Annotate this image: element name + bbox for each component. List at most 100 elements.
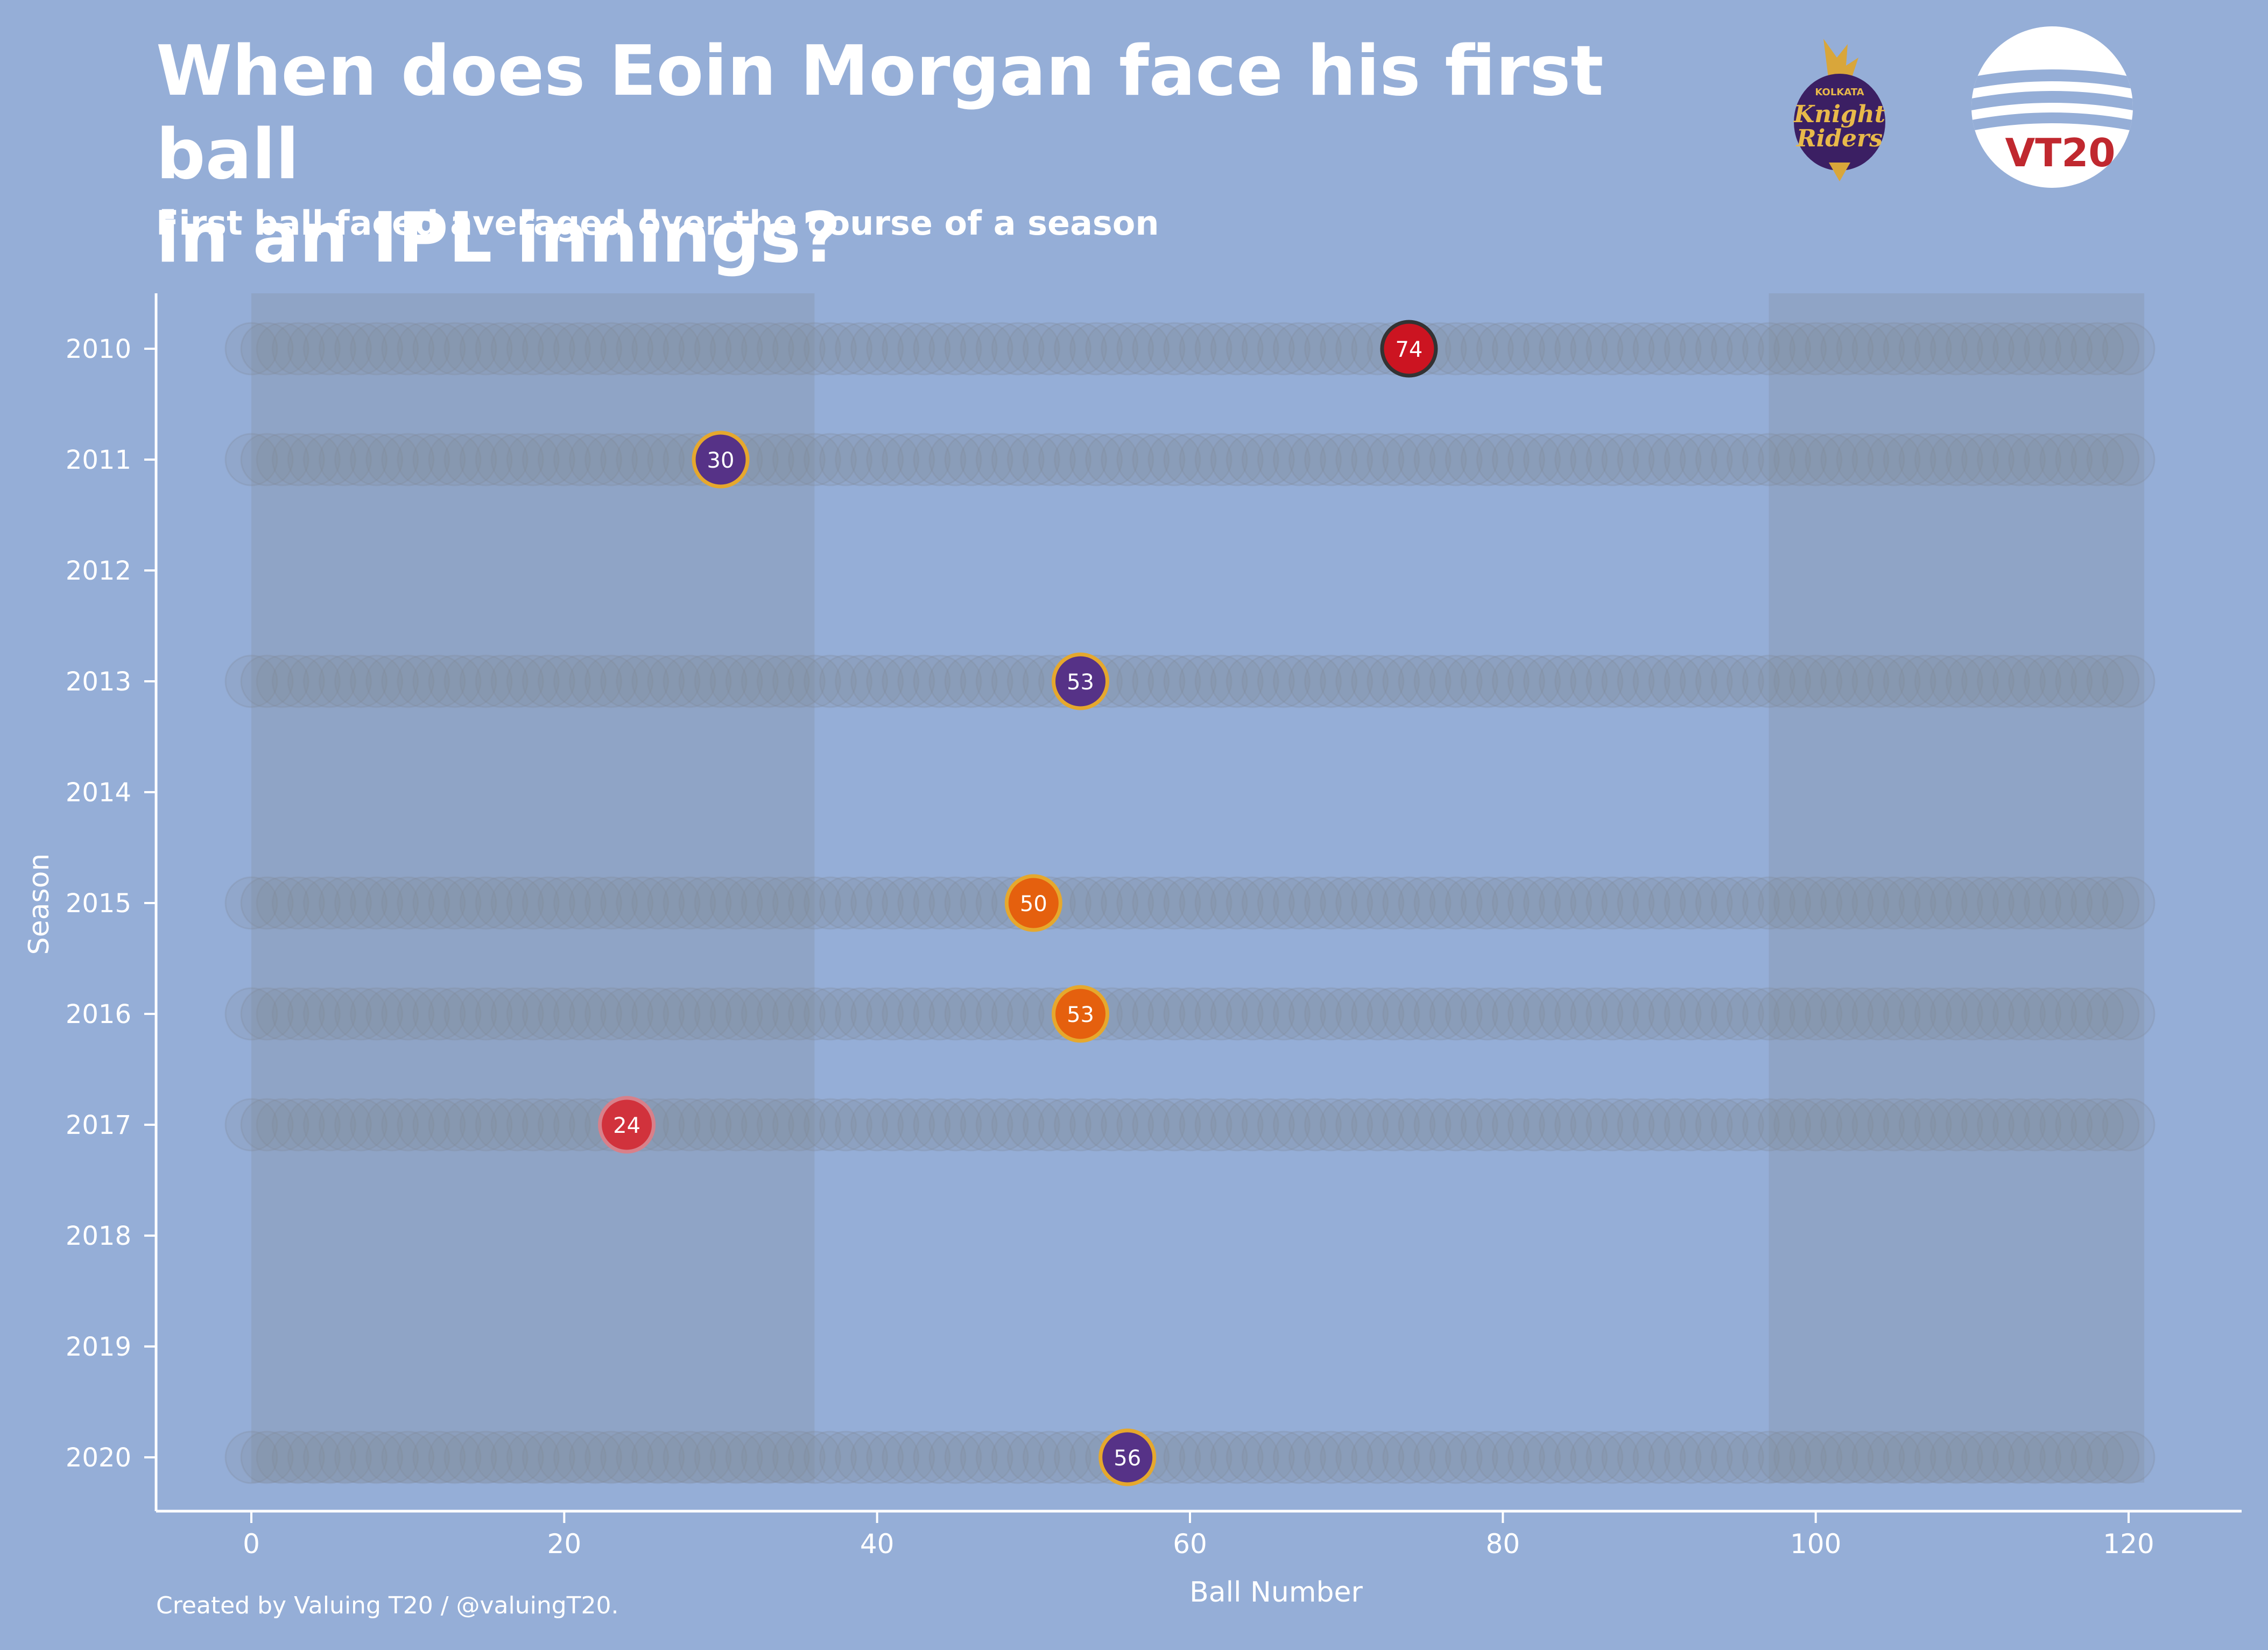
- track-ball: [1758, 654, 1812, 708]
- track-ball: [443, 1098, 497, 1152]
- track-ball: [1601, 654, 1655, 708]
- track-ball: [2070, 987, 2124, 1041]
- track-ball: [2102, 433, 2156, 486]
- track-ball: [428, 876, 482, 930]
- track-ball: [334, 876, 388, 930]
- track-ball: [1132, 322, 1186, 376]
- track-ball: [850, 322, 904, 376]
- track-ball: [318, 654, 372, 708]
- track-ball: [381, 654, 435, 708]
- track-ball: [1445, 322, 1498, 376]
- title-line-1: When does Eoin Morgan face his first bal…: [156, 31, 1604, 195]
- track-ball: [1992, 654, 2046, 708]
- point-label: 56: [1114, 1446, 1141, 1471]
- track-ball: [2086, 1430, 2140, 1484]
- track-ball: [772, 322, 826, 376]
- track-ball: [1351, 433, 1405, 486]
- track-ball: [1898, 433, 1952, 486]
- point-label: 30: [707, 448, 735, 473]
- track-ball: [365, 876, 419, 930]
- track-ball: [616, 322, 670, 376]
- track-ball: [1586, 1098, 1639, 1152]
- track-ball: [302, 987, 356, 1041]
- point-marker: [1052, 652, 1110, 710]
- track-ball: [1679, 1430, 1733, 1484]
- track-ball: [1257, 654, 1311, 708]
- track-ball: [1445, 1098, 1498, 1152]
- track-ball: [1914, 987, 1968, 1041]
- data-point-2015: 50: [1004, 874, 1062, 932]
- track-ball: [350, 1430, 404, 1484]
- track-ball: [1883, 322, 1936, 376]
- track-ball: [318, 987, 372, 1041]
- y-tick-label: 2011: [66, 445, 131, 475]
- track-ball: [1351, 1430, 1405, 1484]
- track-ball: [1085, 1098, 1139, 1152]
- track-ball: [913, 1430, 967, 1484]
- track-ball: [1742, 322, 1795, 376]
- track-ball: [584, 876, 638, 930]
- track-ball: [1945, 322, 1999, 376]
- track-ball: [1367, 876, 1420, 930]
- track-ball: [1851, 322, 1905, 376]
- track-ball: [1132, 987, 1186, 1041]
- track-ball: [1773, 433, 1827, 486]
- track-ball: [600, 433, 654, 486]
- point-marker: [1052, 985, 1110, 1043]
- track-ball: [271, 654, 325, 708]
- track-ball: [1382, 1430, 1436, 1484]
- track-ball: [1789, 654, 1843, 708]
- track-ball: [537, 1098, 591, 1152]
- footer-credit: Created by Valuing T20 / @valuingT20.: [156, 1592, 619, 1619]
- track-ball: [412, 876, 466, 930]
- track-ball: [2039, 1430, 2093, 1484]
- track-ball: [1320, 433, 1374, 486]
- track-ball: [1038, 1098, 1091, 1152]
- track-ball: [412, 1098, 466, 1152]
- track-ball: [1006, 322, 1060, 376]
- track-ball: [616, 987, 670, 1041]
- track-ball: [506, 1430, 560, 1484]
- track-ball: [1398, 433, 1452, 486]
- track-ball: [443, 987, 497, 1041]
- track-ball: [991, 654, 1045, 708]
- track-ball: [772, 876, 826, 930]
- track-ball: [1320, 1430, 1374, 1484]
- track-ball: [568, 987, 622, 1041]
- track-ball: [1820, 1098, 1874, 1152]
- track-ball: [1398, 654, 1452, 708]
- track-ball: [334, 322, 388, 376]
- track-ball: [2086, 654, 2140, 708]
- track-ball: [835, 322, 889, 376]
- track-ball: [819, 987, 873, 1041]
- track-ball: [1554, 654, 1608, 708]
- track-ball: [944, 1098, 998, 1152]
- track-ball: [2039, 987, 2093, 1041]
- track-ball: [991, 1430, 1045, 1484]
- track-ball: [1257, 1430, 1311, 1484]
- track-ball: [1445, 433, 1498, 486]
- track-ball: [459, 1098, 513, 1152]
- track-ball: [1507, 433, 1561, 486]
- track-ball: [412, 654, 466, 708]
- track-ball: [334, 1098, 388, 1152]
- track-ball: [1726, 1430, 1780, 1484]
- point-label: 50: [1020, 892, 1047, 916]
- x-tick-label: 20: [547, 1528, 582, 1560]
- kkr-logo-text-2: Riders: [1795, 125, 1883, 152]
- track-ball: [1288, 654, 1342, 708]
- track-ball: [944, 654, 998, 708]
- track-ball: [1257, 876, 1311, 930]
- track-ball: [1460, 876, 1514, 930]
- track-ball: [1101, 322, 1154, 376]
- track-ball: [1648, 1430, 1702, 1484]
- track-ball: [1210, 654, 1264, 708]
- ball-track-2017: [224, 1098, 2156, 1152]
- point-marker: [1380, 320, 1438, 378]
- chart-title: When does Eoin Morgan face his first bal…: [156, 30, 1663, 280]
- track-ball: [584, 1430, 638, 1484]
- track-ball: [944, 433, 998, 486]
- track-ball: [1679, 1098, 1733, 1152]
- track-ball: [2102, 876, 2156, 930]
- track-ball: [960, 654, 1013, 708]
